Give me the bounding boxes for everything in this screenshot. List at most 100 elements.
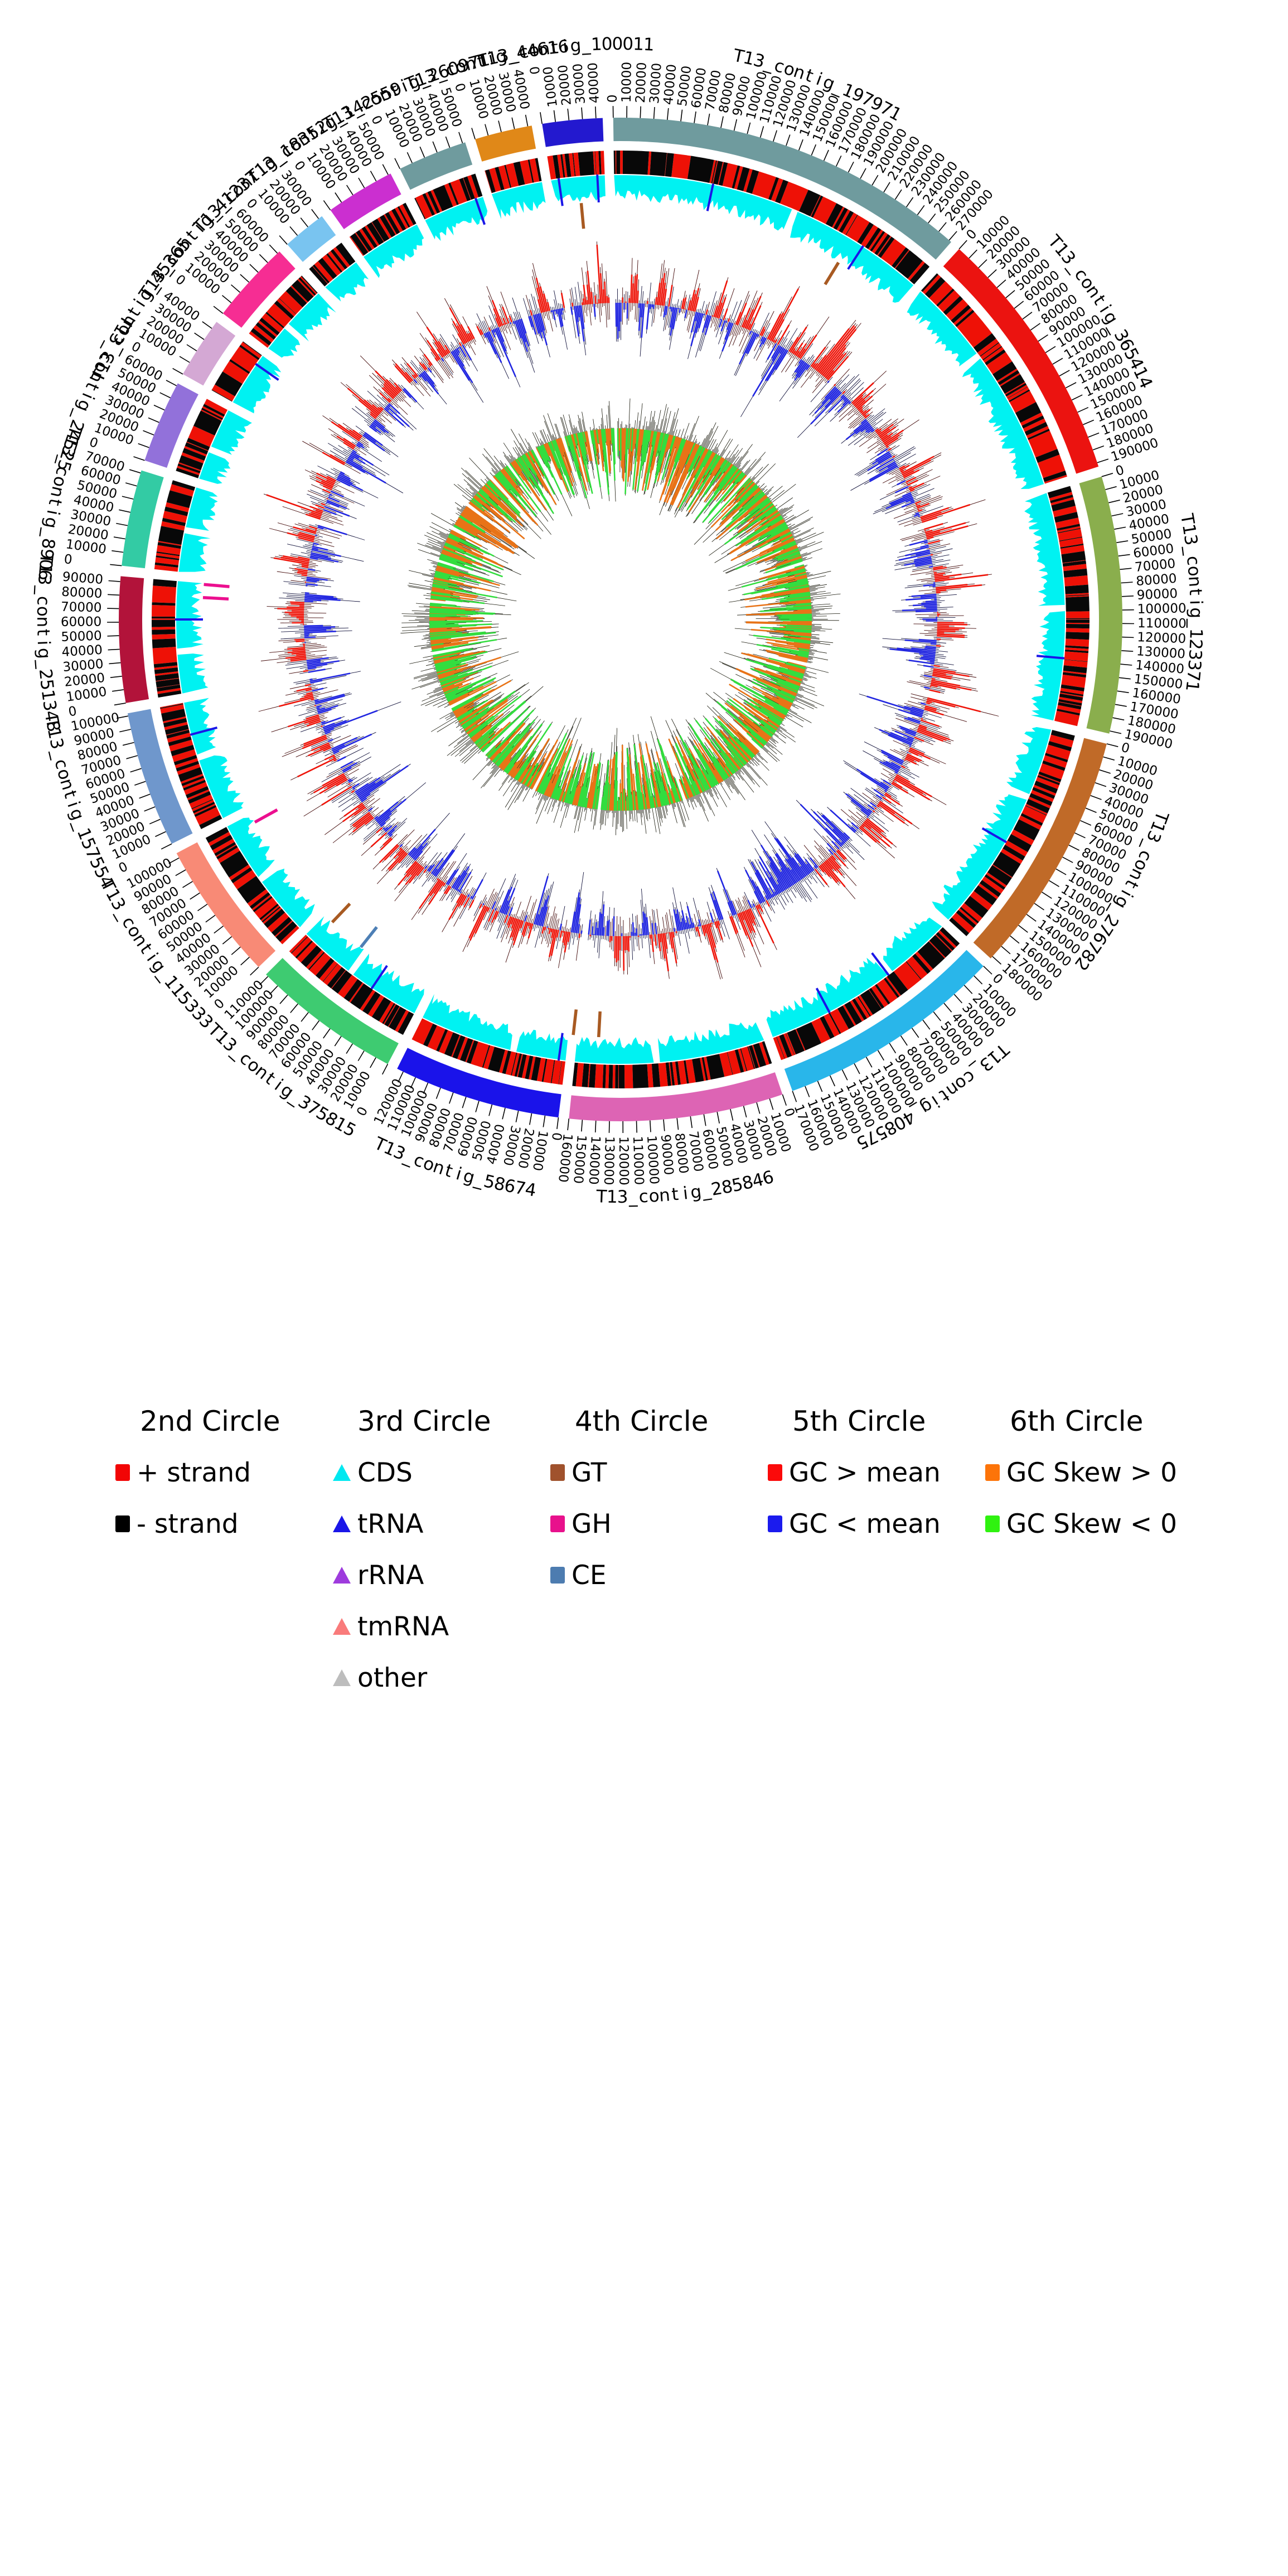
cds-ring-arc [325,262,369,302]
tick-label: 100000 [644,1135,661,1185]
cds-ring-arc [962,358,1044,489]
cds-ring-arc [176,581,204,649]
cds-ring-arc [932,794,1027,920]
contig-name-char: 6 [557,36,570,57]
tick-label: 0 [526,65,542,76]
contig-arc [287,216,336,262]
contig-name-char: 3 [1184,659,1204,672]
cds-ring-arc [262,868,315,927]
cds-ring-arc [184,698,216,755]
tick-label: 20000 [633,62,650,103]
contig-arc [266,958,399,1064]
cds-ring-arc [199,755,244,819]
contig-name-char: t [550,37,559,58]
contig-arc [222,251,296,328]
legend-swatch-triangle-icon [333,1618,351,1635]
tick-label: 0 [88,435,100,451]
tick-label: 40000 [585,62,602,103]
contig-name-char: 1 [35,563,56,576]
contig-name-char: i [1185,600,1205,606]
cds-ring-arc [364,224,424,278]
contig-name-char: 9 [36,548,57,561]
contig-name-char: g [569,35,582,56]
contig-name-char: i [682,1183,689,1204]
gc-ring-whiskers-below [278,282,957,960]
cds-ring-arc [288,293,336,342]
contig-name-char: n [33,616,53,627]
cds-ring-arc [1006,727,1052,795]
legend-group-5th-circle: 5th Circle GC > mean GC < mean [767,1405,981,1540]
legend-swatch-square-icon [550,1464,565,1481]
tick-label: 110000 [1137,616,1187,631]
contig-name-char: 5 [36,678,57,691]
cds-ring-arc [199,452,231,484]
contig-arc [943,249,1099,474]
cds-ring-arc [425,197,488,241]
legend-group-title: 6th Circle [1010,1405,1144,1437]
legend-swatch-square-icon [985,1464,1000,1481]
legend-item: CDS [333,1456,546,1489]
contig-arc [182,322,236,386]
cds-ring-arc [233,356,282,414]
cds-ring-arc [211,410,252,455]
legend-group-title: 4th Circle [575,1405,709,1437]
contig-name-char: t [671,1184,679,1205]
contig-arc [330,173,401,229]
legend-group-title: 5th Circle [792,1405,926,1437]
tick-label: 0 [354,1105,371,1118]
contig-name-char: 3 [617,1187,628,1207]
skew-ring-positive [429,428,812,811]
tick-label: 30000 [570,63,588,105]
cds-ring-arc [614,175,792,231]
circle4-mark-gt [579,203,585,229]
tick-label: 0 [549,1131,564,1141]
contig-arc [784,950,984,1091]
legend-item: GC > mean [768,1456,981,1489]
contig-name-char: o [33,606,53,617]
contig-name-char: T [595,1187,608,1207]
tick-label: 0 [291,158,308,173]
tick-label: 90000 [658,1134,676,1175]
tick-label: 80000 [61,585,103,602]
contig-name-char: 0 [35,558,56,571]
legend: 2nd Circle + strand - strand 3rd Circle CDS t… [0,1405,1288,1717]
legend-item-label: CE [572,1560,607,1591]
contig-name-char: 6 [34,569,55,581]
contig-name-char: 7 [1183,669,1204,682]
legend-swatch-square-icon [768,1464,782,1481]
contig-arc [119,576,149,703]
contig-name-char: 6 [536,38,549,60]
contig-name-char: c [1183,555,1204,566]
gc-ring-above-mean [266,244,989,971]
circle4-mark-gt [597,1011,602,1038]
axis-ticks [106,106,1135,1134]
contig-name-char: _ [33,585,54,595]
contig-name-char: 0 [601,34,613,54]
contig-name-char: 0 [612,34,623,54]
contig-name-char: _ [580,35,591,55]
contig-arc [400,142,473,190]
contig-name-char: o [648,1186,660,1207]
cds-ring-arc [186,487,218,531]
tick-label: 0 [1120,740,1131,757]
contig-name-char: 2 [35,668,56,681]
gc-ring-whiskers-above [258,241,999,980]
contig-name-char: n [538,38,551,60]
cds-ring-arc [306,916,364,971]
tick-label: 0 [1114,463,1126,479]
legend-item-label: GC > mean [789,1457,941,1488]
tick-label: 100000 [1137,601,1187,617]
legend-item: GC Skew > 0 [985,1456,1199,1489]
legend-item: GC < mean [768,1508,981,1540]
tick-label: 80000 [1136,572,1178,589]
legend-swatch-square-icon [115,1464,130,1481]
contig-name-char: 1 [607,1187,618,1207]
gc-ring-below-mean [304,302,938,936]
legend-item-label: GC < mean [789,1508,941,1539]
legend-item: tRNA [333,1508,546,1540]
contig-name-char: _ [39,527,60,539]
contig-arc [569,1072,783,1121]
contig-name-char: 1 [37,689,59,702]
